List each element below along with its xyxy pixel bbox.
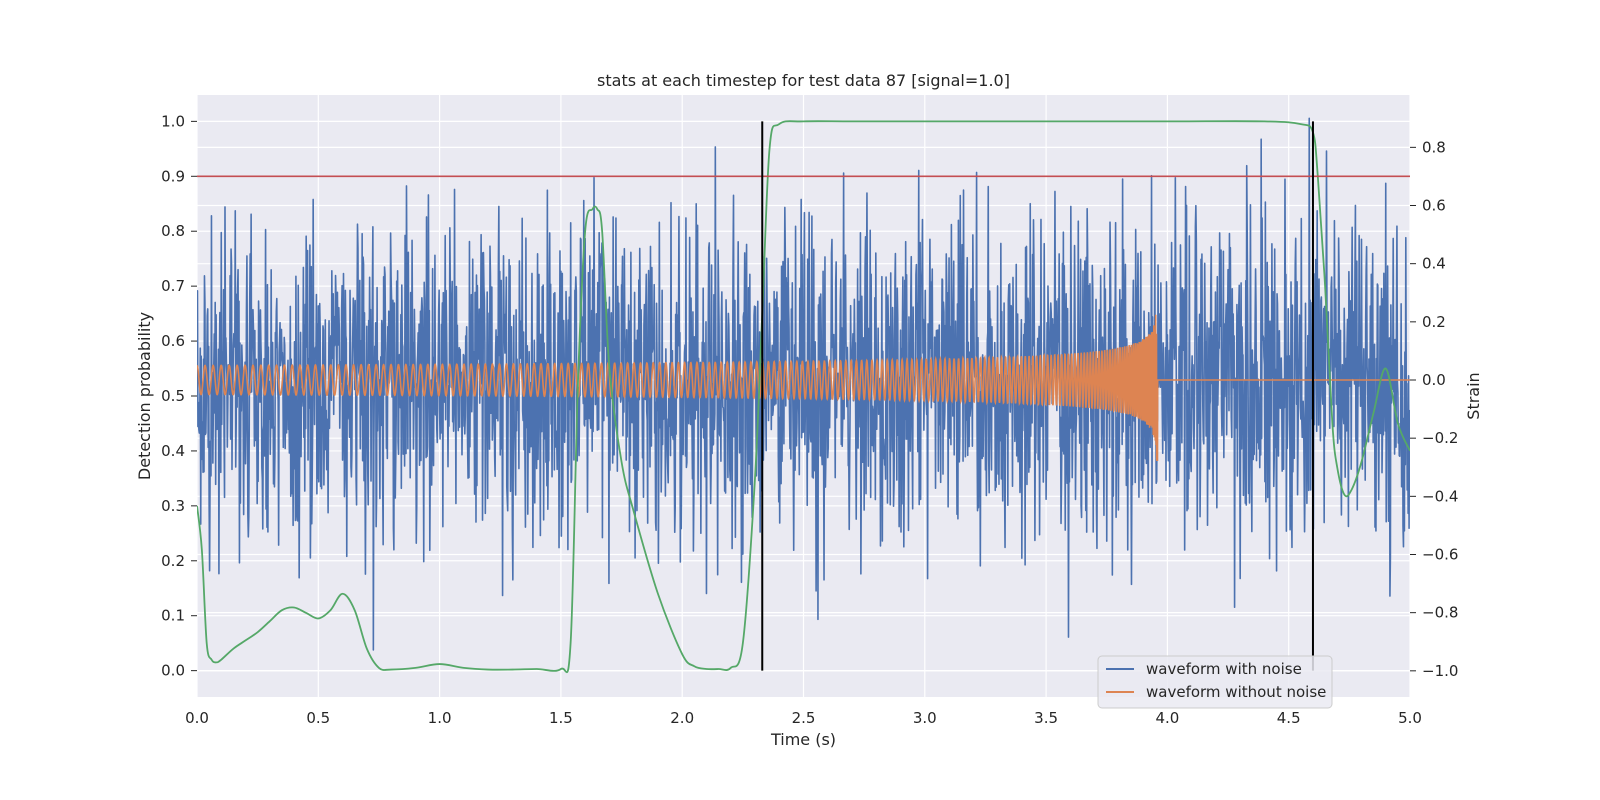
y2-tick-label: 0.4: [1422, 255, 1446, 273]
y2-tick-label: 0.6: [1422, 197, 1446, 215]
x-tick-label: 3.5: [1034, 709, 1058, 727]
y-tick-label: 0.9: [161, 167, 185, 185]
y2-tick-label: 0.8: [1422, 138, 1446, 156]
y-tick-label: 0.0: [161, 662, 185, 680]
legend-label-clean: waveform without noise: [1146, 683, 1326, 701]
x-tick-label: 3.0: [913, 709, 937, 727]
x-tick-label: 4.5: [1277, 709, 1301, 727]
x-tick-label: 5.0: [1398, 709, 1422, 727]
x-tick-label: 4.0: [1155, 709, 1179, 727]
y-tick-label: 0.1: [161, 607, 185, 625]
series-line-waveform-without-noise: [197, 314, 1410, 461]
y-tick-label: 0.7: [161, 277, 185, 295]
y2-tick-label: 0.2: [1422, 313, 1446, 331]
y-tick-label: 0.2: [161, 552, 185, 570]
y-tick-label: 1.0: [161, 112, 185, 130]
legend-box: [1097, 655, 1333, 709]
x-tick-label: 1.5: [549, 709, 573, 727]
legend-label-noise: waveform with noise: [1146, 660, 1302, 678]
y2-tick-label: −0.8: [1422, 604, 1458, 622]
y-tick-label: 0.3: [161, 497, 185, 515]
legend: waveform with noise waveform without noi…: [1097, 655, 1333, 709]
y-axis-ticks: 0.0 0.1 0.2 0.3 0.4 0.5 0.6 0.7 0.8 0.9 1.0: [161, 112, 197, 680]
y-tick-label: 0.6: [161, 332, 185, 350]
chart-title: stats at each timestep for test data 87 …: [597, 71, 1010, 90]
y2-tick-label: −0.2: [1422, 429, 1458, 447]
y-tick-label: 0.4: [161, 442, 185, 460]
x-axis-ticks: 0.0 0.5 1.0 1.5 2.0 2.5 3.0 3.5 4.0 4.5 5.0: [185, 709, 1422, 727]
series-layer: [197, 117, 1410, 673]
x-tick-label: 2.0: [670, 709, 694, 727]
y-axis-label: Detection probability: [135, 312, 154, 480]
y-tick-label: 0.8: [161, 222, 185, 240]
x-tick-label: 0.0: [185, 709, 209, 727]
x-tick-label: 1.0: [428, 709, 452, 727]
y2-tick-label: −1.0: [1422, 662, 1458, 680]
x-axis-label: Time (s): [770, 730, 836, 749]
y2-tick-label: 0.0: [1422, 371, 1446, 389]
x-tick-label: 0.5: [306, 709, 330, 727]
y2-axis-ticks: −1.0 −0.8 −0.6 −0.4 −0.2 0.0 0.2 0.4 0.6 0.8: [1410, 138, 1458, 680]
y2-tick-label: −0.6: [1422, 545, 1458, 563]
y-tick-label: 0.5: [161, 387, 185, 405]
y2-axis-label: Strain: [1464, 372, 1483, 419]
x-tick-label: 2.5: [792, 709, 816, 727]
y2-tick-label: −0.4: [1422, 487, 1458, 505]
